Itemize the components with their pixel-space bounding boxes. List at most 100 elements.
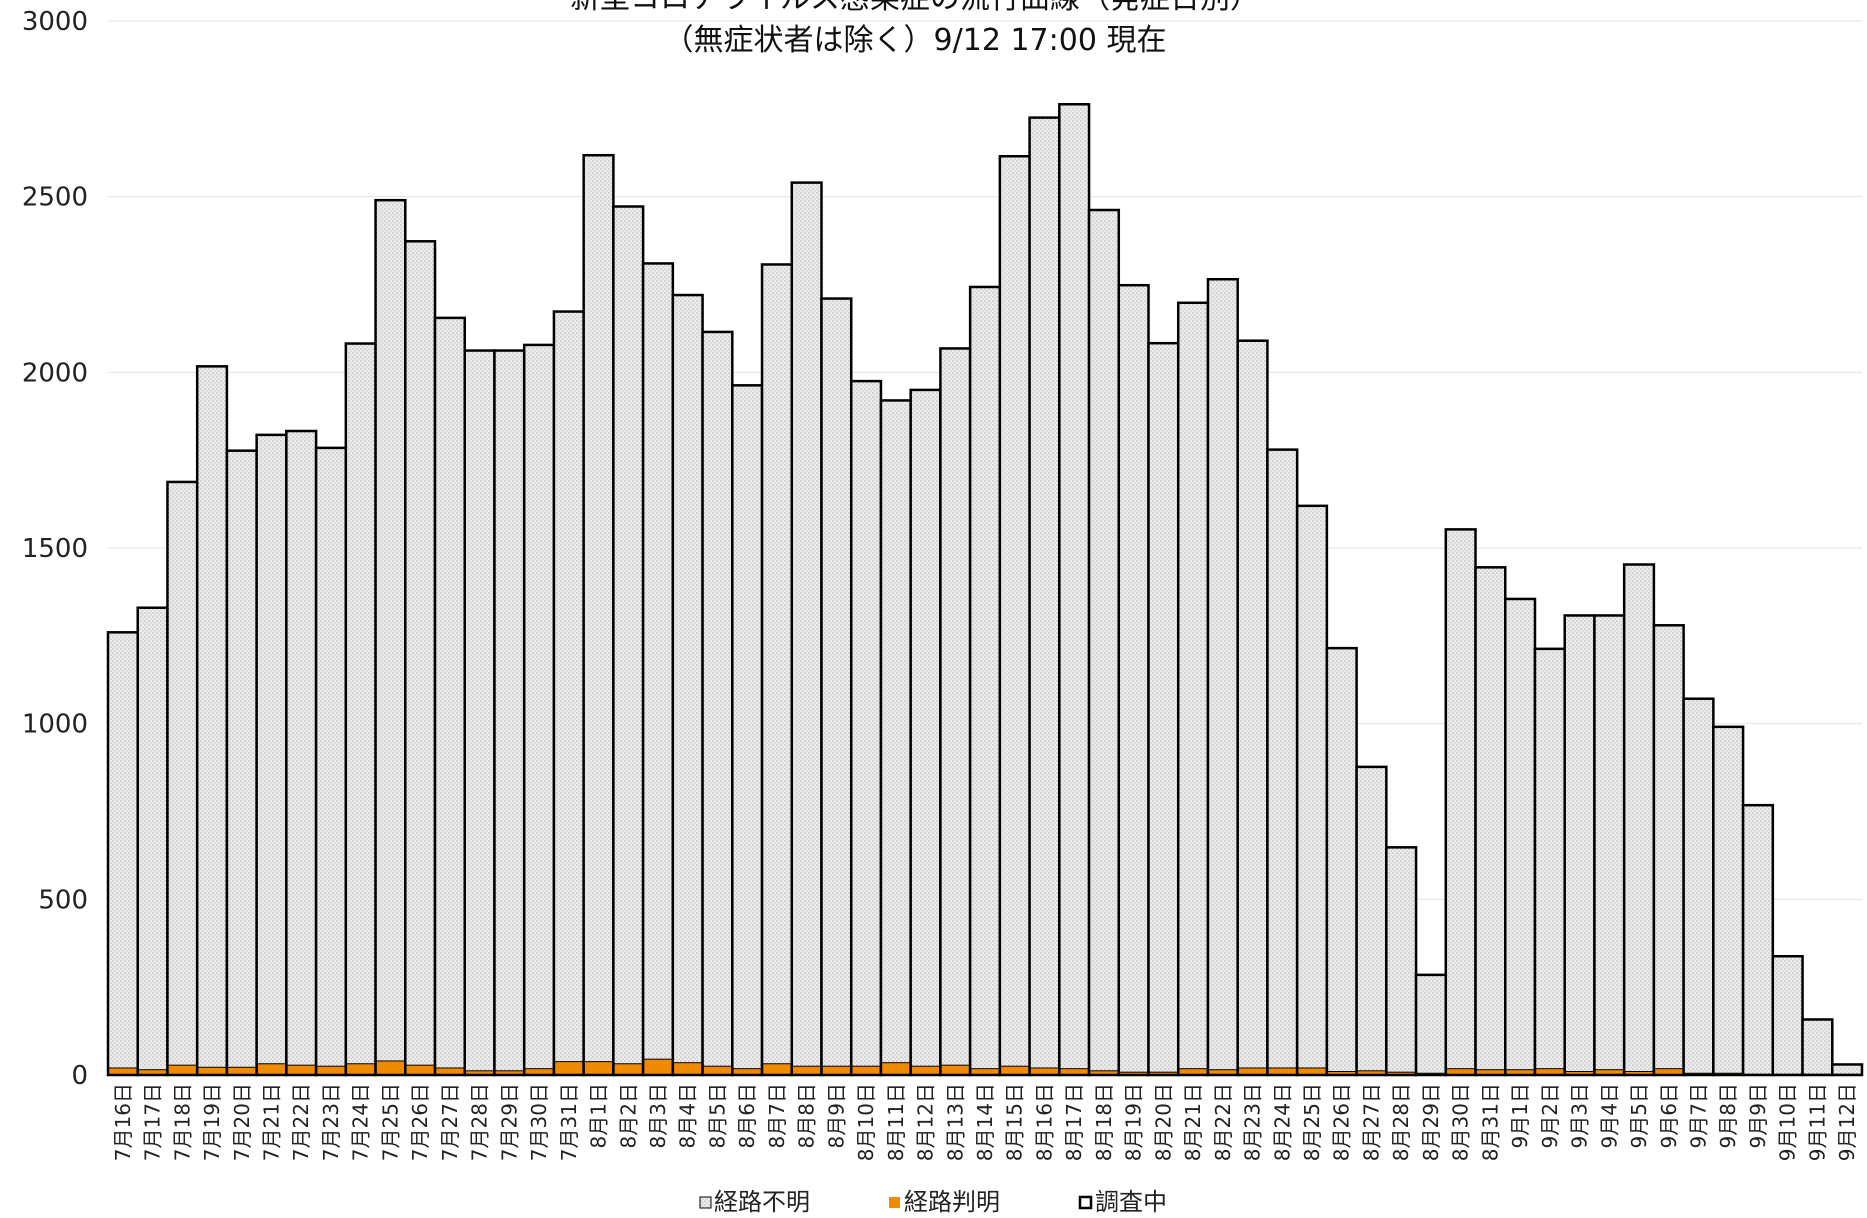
bar-known-route [910,1065,941,1076]
bar-unknown-route [970,286,1000,1069]
y-tick-label: 3000 [22,7,88,37]
bar-known-route [256,1063,287,1076]
bar-unknown-route [494,350,525,1071]
x-tick-label: 7月21日 [260,1083,284,1161]
x-axis: 7月16日 7月17日 7月18日 7月19日 7月20日 7月21日 7月22日 7月23日… [108,1074,1862,1161]
x-tick-label: 7月23日 [319,1083,343,1161]
bar-known-route [285,1064,317,1076]
x-tick-label: 7月17日 [141,1083,165,1161]
bar-known-route [791,1065,822,1076]
bar-group [1236,339,1269,1077]
bar-unknown-route [553,311,584,1062]
legend-item-known-route: 経路判明 [889,1188,1000,1216]
x-tick-label: 8月24日 [1270,1083,1294,1161]
bar-group [1682,697,1715,1077]
bar-known-route [553,1061,585,1076]
x-tick-label: 9月8日 [1716,1083,1740,1148]
bar-unknown-route [1772,956,1803,1075]
bar-known-route [404,1064,436,1076]
bar-group [404,240,437,1077]
bars [106,103,1864,1077]
legend-label-unknown-route: 経路不明 [714,1188,810,1216]
bar-unknown-route [1386,847,1417,1073]
x-tick-label: 9月5日 [1627,1083,1651,1148]
bar-unknown-route [1564,615,1595,1072]
y-tick-label: 2000 [22,358,88,388]
bar-unknown-route [1624,564,1654,1072]
x-tick-label: 9月7日 [1686,1083,1710,1148]
bar-unknown-route [791,182,822,1067]
bar-known-route [166,1064,198,1076]
bar-unknown-route [1356,766,1387,1071]
chart-title-line-2: （無症状者は除く）9/12 17:00 現在 [664,23,1167,58]
bar-known-route [672,1062,704,1076]
bar-unknown-route [1416,974,1446,1074]
x-tick-label: 9月9日 [1746,1083,1770,1148]
bar-group [1474,566,1507,1077]
x-tick-label: 8月9日 [824,1083,848,1148]
bar-group [1176,301,1210,1077]
x-tick-label: 7月31日 [557,1083,581,1161]
bar-unknown-route [762,264,792,1064]
bar-unknown-route [1505,598,1535,1070]
bar-group [344,342,377,1077]
bar-group [374,198,407,1077]
bar-known-route [820,1065,852,1076]
x-tick-label: 8月22日 [1211,1083,1235,1161]
bar-unknown-route [1089,210,1119,1071]
bar-group [1147,341,1180,1077]
bar-group [1622,563,1656,1077]
bar-group [849,379,883,1077]
bar-unknown-route [1653,625,1684,1069]
bar-group [760,263,794,1077]
bar-unknown-route [583,155,614,1062]
bar-unknown-route [226,450,257,1068]
x-tick-label: 9月3日 [1568,1083,1592,1148]
bar-group [1741,803,1775,1077]
x-tick-label: 9月4日 [1597,1083,1621,1148]
bar-unknown-route [999,156,1030,1067]
bar-known-route [345,1063,377,1076]
bar-known-route [702,1065,733,1076]
bar-group [1831,1063,1864,1077]
x-tick-label: 8月27日 [1359,1083,1383,1161]
y-axis: 0 500 1000 1500 2000 2500 3000 [22,7,88,1091]
bar-group [552,310,585,1077]
bar-unknown-route [851,381,881,1067]
bar-group [314,446,348,1077]
bar-group [998,155,1031,1077]
x-tick-label: 8月21日 [1181,1083,1205,1161]
bar-group [701,330,734,1077]
y-tick-label: 0 [71,1061,88,1091]
x-tick-label: 8月6日 [735,1083,759,1148]
x-tick-label: 9月6日 [1657,1083,1681,1148]
bar-group [1206,277,1239,1077]
bar-unknown-route [1148,343,1179,1073]
bar-group [1087,208,1121,1077]
bar-unknown-route [702,331,733,1067]
bar-unknown-route [613,206,644,1064]
bar-unknown-route [1802,1019,1833,1075]
bar-unknown-route [1534,648,1565,1069]
bar-unknown-route [405,241,436,1066]
x-tick-label: 7月24日 [349,1083,373,1161]
bar-group [1325,646,1358,1077]
bar-group [641,262,675,1077]
x-tick-label: 8月18日 [1092,1083,1116,1161]
bar-unknown-route [1713,726,1744,1074]
x-tick-label: 7月16日 [111,1083,135,1161]
legend-swatch-under-investigation [1078,1195,1093,1210]
bar-group [433,316,466,1077]
bar-known-route [315,1065,347,1076]
bar-unknown-route [137,607,168,1070]
bar-unknown-route [256,434,287,1064]
bar-unknown-route [1683,698,1714,1074]
bar-unknown-route [672,295,703,1063]
bar-known-route [880,1062,912,1076]
bar-group [136,606,169,1077]
bar-group [1355,765,1388,1077]
bar-unknown-route [1832,1064,1862,1075]
bar-group [1533,647,1566,1077]
x-tick-label: 8月3日 [646,1083,670,1148]
y-tick-label: 2500 [22,183,88,213]
